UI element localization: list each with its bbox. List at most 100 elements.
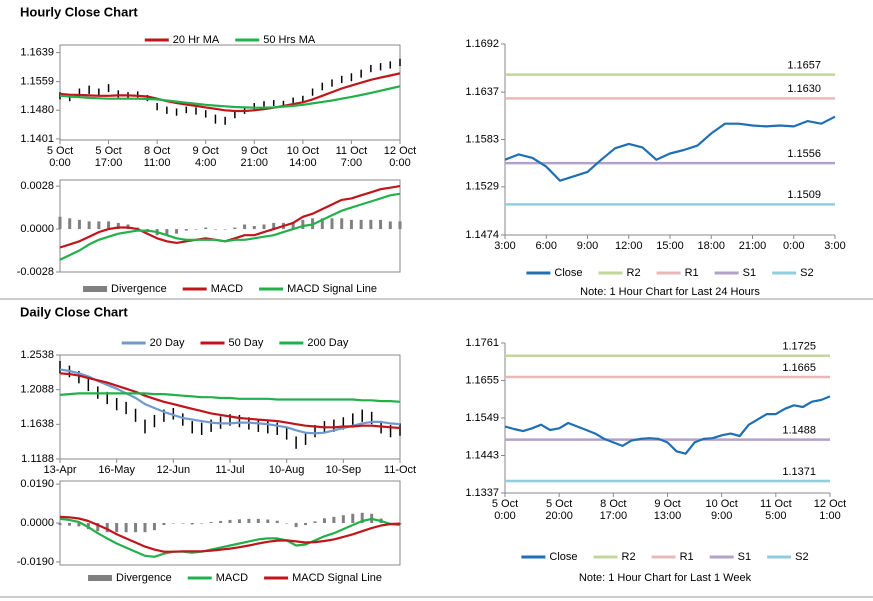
divergence-bar	[124, 523, 128, 533]
legend-label: S2	[800, 267, 813, 279]
divergence-bar	[190, 523, 194, 525]
x-tick-label: 11-Oct	[383, 464, 417, 476]
y-tick-label: 1.1639	[20, 47, 54, 59]
x-tick-label: 12:00	[614, 240, 643, 252]
x-tick-label: 12 Oct 1:00	[813, 498, 847, 522]
x-tick-label: 12-Jun	[156, 464, 191, 476]
divergence-bar	[162, 523, 166, 526]
divergence-bar	[369, 219, 373, 230]
divergence-bar	[58, 216, 62, 230]
x-tick-label: 11 Oct 7:00	[335, 145, 368, 169]
legend-label: 50 Day	[229, 337, 264, 349]
legend-label: Divergence	[116, 572, 172, 584]
series-line	[59, 368, 401, 435]
divergence-bar	[116, 222, 120, 230]
y-tick-label: -0.0028	[17, 266, 54, 278]
legend-label: 200 Day	[307, 337, 348, 349]
divergence-bar	[105, 523, 109, 533]
divergence-bar	[194, 229, 198, 230]
series-line	[59, 72, 401, 113]
series-line	[59, 517, 401, 558]
series-line	[59, 392, 401, 403]
divergence-bar	[68, 218, 72, 230]
divergence-bar	[200, 523, 204, 524]
series-line	[59, 85, 401, 109]
divergence-bar	[272, 222, 276, 230]
x-tick-label: 13-Apr	[43, 464, 77, 476]
y-tick-label: 0.0190	[20, 478, 54, 490]
x-tick-label: 10 Oct 9:00	[705, 498, 738, 522]
series-line	[59, 515, 401, 553]
divergence-bar	[97, 221, 101, 230]
divergence-bar	[175, 229, 179, 234]
level-label: 1.1657	[787, 60, 821, 72]
x-tick-label: 9 Oct 21:00	[240, 145, 269, 169]
x-tick-label: 8 Oct 11:00	[143, 145, 171, 169]
y-tick-label: 1.1559	[20, 76, 54, 88]
x-tick-label: 8 Oct 17:00	[599, 498, 628, 522]
legend: Close R2 R1 S1 S2	[526, 267, 814, 279]
y-tick-label: 0.0028	[20, 180, 54, 192]
y-tick-label: 1.2088	[20, 384, 54, 396]
legend-label: MACD	[211, 283, 243, 295]
legend-label: MACD Signal Line	[287, 283, 377, 295]
chart-note: Note: 1 Hour Chart for Last 24 Hours	[580, 286, 760, 298]
x-tick-label: 11 Oct 5:00	[760, 498, 792, 522]
x-tick-label: 12 Oct 0:00	[383, 145, 417, 169]
divergence-bar	[341, 515, 345, 523]
legend-label: 50 Hrs MA	[263, 34, 316, 46]
legend: 20 Hr MA 50 Hrs MA	[144, 34, 316, 46]
level-label: 1.1488	[782, 424, 816, 436]
y-tick-label: 1.1401	[20, 133, 54, 145]
legend-swatch	[88, 575, 113, 581]
divergence-bar	[165, 229, 169, 236]
y-tick-label: 1.1655	[465, 374, 499, 386]
divergence-bar	[181, 523, 185, 524]
x-tick-label: 5 Oct 0:00	[46, 145, 74, 169]
x-tick-label: 9 Oct 4:00	[192, 145, 219, 169]
divergence-bar	[243, 224, 247, 230]
divergence-bar	[223, 229, 227, 230]
legend-label: S2	[795, 551, 808, 563]
legend-label: 20 Hr MA	[173, 34, 220, 46]
divergence-bar	[171, 523, 175, 524]
legend: Close R2 R1 S1 S2	[521, 551, 809, 563]
y-tick-label: 1.1549	[465, 412, 499, 424]
divergence-bar	[204, 227, 208, 230]
x-tick-label: 10-Sep	[325, 464, 362, 476]
divergence-bar	[340, 218, 344, 230]
legend-label: 20 Day	[150, 337, 185, 349]
divergence-bar	[115, 523, 119, 533]
divergence-bar	[152, 523, 156, 531]
legend-swatch	[83, 286, 108, 292]
legend-label: R1	[685, 267, 699, 279]
x-tick-label: 6:00	[535, 240, 557, 252]
x-tick-label: 0:00	[783, 240, 805, 252]
divergence-bar	[228, 519, 232, 523]
y-tick-label: 0.0000	[20, 223, 54, 235]
chart-title: Hourly Close Chart	[20, 4, 138, 19]
y-tick-label: 1.1692	[465, 38, 499, 50]
divergence-bar	[301, 219, 305, 230]
legend-label: Close	[554, 267, 582, 279]
divergence-bar	[252, 226, 256, 230]
divergence-bar	[256, 518, 260, 523]
y-tick-label: 1.1529	[465, 181, 499, 193]
divergence-bar	[184, 229, 188, 231]
x-tick-label: 9:00	[576, 240, 599, 252]
legend-label: R2	[627, 267, 641, 279]
divergence-bar	[322, 518, 326, 523]
divergence-bar	[359, 219, 363, 230]
legend-label: S1	[738, 551, 751, 563]
divergence-bar	[320, 218, 324, 230]
y-tick-label: 1.1583	[465, 133, 499, 145]
series-line	[504, 395, 831, 455]
divergence-bar	[233, 227, 237, 230]
series-line	[59, 185, 401, 249]
divergence-bar	[304, 523, 308, 526]
y-tick-label: 0.0000	[20, 517, 54, 529]
x-tick-label: 21:00	[738, 240, 767, 252]
y-tick-label: 1.1188	[21, 453, 54, 465]
divergence-bar	[143, 523, 147, 533]
y-tick-label: -0.0190	[17, 556, 54, 568]
